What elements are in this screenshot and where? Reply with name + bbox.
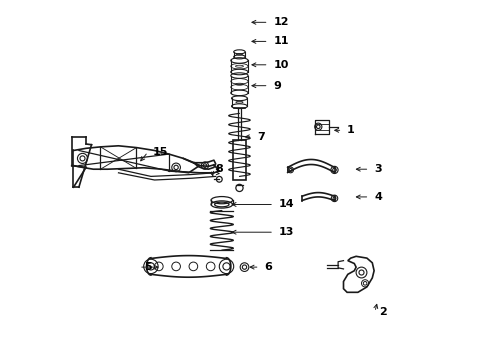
Text: 4: 4	[373, 192, 381, 202]
Text: 7: 7	[257, 132, 264, 142]
Text: 6: 6	[264, 262, 272, 272]
Text: 11: 11	[273, 36, 288, 46]
Text: 1: 1	[346, 125, 354, 135]
Text: 3: 3	[373, 164, 381, 174]
Text: 12: 12	[273, 17, 288, 27]
Text: 15: 15	[152, 147, 168, 157]
Text: 14: 14	[278, 199, 294, 210]
Text: 13: 13	[278, 227, 293, 237]
Text: 5: 5	[143, 262, 151, 272]
Text: 8: 8	[215, 164, 223, 174]
Text: 9: 9	[273, 81, 281, 91]
Bar	[232, 140, 245, 180]
Text: 10: 10	[273, 60, 288, 70]
Text: 2: 2	[379, 307, 386, 317]
